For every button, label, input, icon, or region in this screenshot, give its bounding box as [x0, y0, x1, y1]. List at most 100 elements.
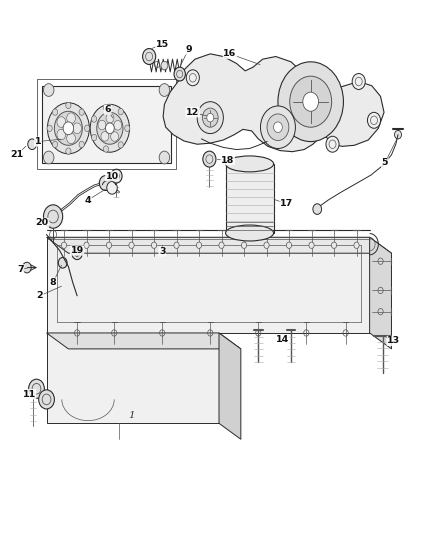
- Circle shape: [58, 257, 67, 268]
- Circle shape: [43, 205, 63, 228]
- Text: 19: 19: [71, 246, 84, 255]
- Circle shape: [67, 113, 75, 124]
- Circle shape: [326, 136, 339, 152]
- Circle shape: [98, 120, 106, 130]
- Polygon shape: [46, 333, 219, 423]
- Circle shape: [39, 390, 54, 409]
- Polygon shape: [42, 86, 171, 163]
- Bar: [226, 164, 274, 233]
- Text: 12: 12: [186, 108, 199, 117]
- Text: 13: 13: [387, 336, 400, 345]
- Ellipse shape: [226, 156, 274, 172]
- Text: 8: 8: [49, 278, 57, 287]
- Circle shape: [99, 175, 112, 190]
- Circle shape: [286, 242, 292, 248]
- Circle shape: [43, 151, 54, 164]
- Circle shape: [118, 142, 124, 148]
- Circle shape: [106, 123, 114, 134]
- Circle shape: [174, 67, 185, 81]
- Circle shape: [395, 131, 402, 139]
- Text: 3: 3: [159, 247, 166, 256]
- Text: 6: 6: [104, 105, 111, 114]
- Text: 9: 9: [185, 45, 192, 54]
- Circle shape: [111, 132, 119, 141]
- Circle shape: [332, 242, 337, 248]
- Circle shape: [274, 122, 283, 133]
- Circle shape: [107, 181, 117, 194]
- Circle shape: [207, 114, 214, 122]
- Text: 14: 14: [276, 335, 289, 344]
- Circle shape: [264, 242, 269, 248]
- Circle shape: [261, 106, 295, 149]
- Circle shape: [103, 104, 109, 111]
- Circle shape: [367, 112, 381, 128]
- Circle shape: [72, 247, 82, 260]
- Circle shape: [73, 123, 81, 134]
- Circle shape: [114, 120, 122, 130]
- Circle shape: [159, 84, 170, 96]
- Text: 2: 2: [37, 291, 43, 300]
- Circle shape: [352, 74, 365, 90]
- Circle shape: [79, 109, 84, 115]
- Circle shape: [111, 169, 122, 183]
- Text: 10: 10: [106, 172, 119, 181]
- Circle shape: [354, 242, 359, 248]
- Circle shape: [28, 139, 36, 150]
- Circle shape: [66, 148, 71, 155]
- Circle shape: [313, 204, 321, 214]
- Circle shape: [84, 242, 89, 248]
- Circle shape: [241, 242, 247, 248]
- Circle shape: [67, 133, 75, 144]
- Circle shape: [61, 242, 67, 248]
- Circle shape: [106, 114, 114, 123]
- Circle shape: [101, 132, 109, 141]
- Circle shape: [85, 125, 90, 132]
- Circle shape: [92, 116, 97, 122]
- Circle shape: [186, 70, 199, 86]
- Text: 16: 16: [223, 50, 237, 58]
- Circle shape: [54, 111, 82, 146]
- Circle shape: [161, 61, 168, 70]
- Circle shape: [303, 92, 318, 111]
- Circle shape: [125, 125, 130, 132]
- Circle shape: [90, 104, 130, 152]
- Circle shape: [63, 122, 74, 135]
- Circle shape: [97, 112, 123, 144]
- Text: 4: 4: [85, 196, 92, 205]
- Circle shape: [202, 108, 218, 127]
- Text: 11: 11: [22, 390, 36, 399]
- Circle shape: [203, 151, 216, 167]
- Text: 7: 7: [17, 265, 24, 273]
- Circle shape: [47, 103, 89, 154]
- Text: 20: 20: [35, 219, 49, 228]
- Text: 21: 21: [11, 150, 24, 159]
- Text: 1: 1: [35, 137, 41, 146]
- Circle shape: [79, 141, 84, 148]
- Circle shape: [219, 242, 224, 248]
- Circle shape: [159, 151, 170, 164]
- Text: 18: 18: [221, 156, 234, 165]
- Circle shape: [66, 102, 71, 109]
- Circle shape: [197, 102, 223, 134]
- Circle shape: [28, 379, 44, 398]
- Circle shape: [22, 262, 31, 273]
- Circle shape: [47, 125, 52, 132]
- Text: 1: 1: [128, 411, 135, 420]
- Text: 15: 15: [155, 40, 169, 49]
- Circle shape: [103, 146, 109, 152]
- Circle shape: [267, 114, 289, 141]
- Polygon shape: [46, 333, 241, 349]
- Polygon shape: [219, 333, 241, 439]
- Circle shape: [278, 62, 343, 142]
- Polygon shape: [46, 237, 392, 253]
- Circle shape: [53, 141, 58, 148]
- Polygon shape: [370, 237, 392, 349]
- Polygon shape: [163, 54, 384, 152]
- Text: 17: 17: [280, 199, 293, 208]
- Circle shape: [57, 117, 66, 127]
- Polygon shape: [46, 237, 370, 333]
- Circle shape: [290, 76, 332, 127]
- Circle shape: [57, 129, 66, 140]
- Circle shape: [92, 134, 97, 141]
- Text: 5: 5: [381, 158, 388, 167]
